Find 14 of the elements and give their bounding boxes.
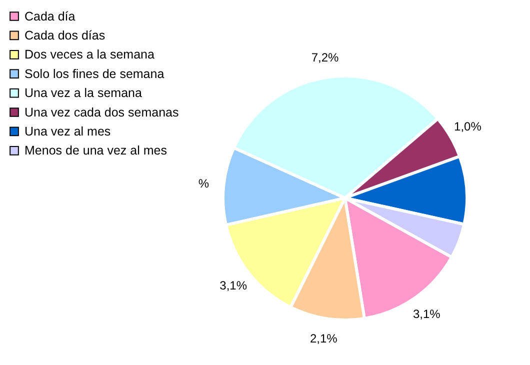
legend-label: Una vez a la semana [24,86,142,100]
legend-label: Cada dos días [24,28,106,42]
text: 1,0% [454,120,482,134]
text: 7,2% [311,50,340,64]
text: 2,1% [310,331,338,346]
legend-label: Cada día [24,9,76,24]
legend-label: Menos de una vez al mes [24,144,167,158]
text: 3,1% [220,278,248,293]
legend-label: Dos veces a la semana [24,48,154,62]
text: 3,1% [412,307,441,322]
legend-label: Solo los fines de semana [24,66,164,81]
legend-label: Una vez cada dos semanas [24,105,179,120]
text: % [198,176,210,191]
legend-label: Una vez al mes [24,124,111,138]
